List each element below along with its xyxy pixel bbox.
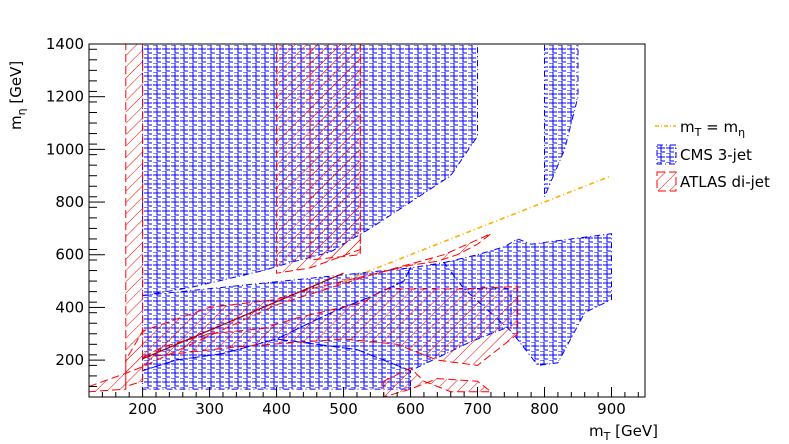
y-axis-title-unit: [GeV] [7, 61, 25, 109]
cms-region-5 [544, 44, 579, 197]
hatched-regions [89, 44, 612, 397]
y-tick-label: 800 [55, 193, 84, 211]
y-axis-title: mη [GeV] [7, 61, 28, 130]
x-axis-title-main: m [589, 422, 604, 440]
y-tick-label: 600 [55, 246, 84, 264]
atlas-region-3 [309, 44, 361, 261]
y-tick-label: 200 [55, 351, 84, 369]
x-tick-label: 800 [530, 400, 559, 418]
x-tick-label: 300 [195, 400, 224, 418]
legend-cms-swatch [656, 144, 677, 165]
x-tick-label: 500 [329, 400, 358, 418]
legend-atlas-swatch [656, 171, 677, 192]
series-lines [142, 174, 612, 360]
legend: mT = mη CMS 3-jet ATLAS di-jet [655, 118, 770, 192]
x-axis-title: mT [GeV] [589, 422, 658, 443]
y-axis-title-main: m [7, 115, 25, 130]
atlas-region-1 [89, 233, 492, 393]
diagonal-boundary-line [142, 272, 344, 360]
x-tick-label: 900 [597, 400, 626, 418]
atlas-region-0 [125, 44, 144, 388]
y-axis-title-sub: η [15, 108, 28, 115]
y-tick-label: 1400 [46, 35, 84, 53]
legend-entry-line: mT = mη [680, 118, 745, 139]
x-axis: 200 300 400 500 600 700 800 900 [101, 387, 639, 418]
y-axis: 200 400 600 800 1000 1200 1400 [46, 35, 105, 387]
plot-frame [88, 43, 646, 398]
legend-line-sub1: T [694, 126, 702, 139]
y-tick-label: 400 [55, 298, 84, 316]
cms-region-4 [443, 233, 612, 366]
legend-entry-cms: CMS 3-jet [680, 146, 752, 164]
atlas-region-4 [142, 285, 519, 366]
x-tick-label: 600 [396, 400, 425, 418]
legend-line-main: m [680, 118, 695, 136]
x-tick-label: 200 [128, 400, 157, 418]
legend-entry-atlas: ATLAS di-jet [680, 173, 770, 191]
y-tick-label: 1200 [46, 88, 84, 106]
x-tick-label: 400 [262, 400, 291, 418]
x-tick-label: 700 [463, 400, 492, 418]
cms-region-2 [142, 338, 411, 390]
x-axis-title-sub: T [603, 430, 611, 443]
y-tick-label: 1000 [46, 140, 84, 158]
x-axis-title-unit: [GeV] [610, 422, 658, 440]
legend-line-mid: = m [701, 118, 738, 136]
legend-line-sub2: η [738, 126, 745, 139]
